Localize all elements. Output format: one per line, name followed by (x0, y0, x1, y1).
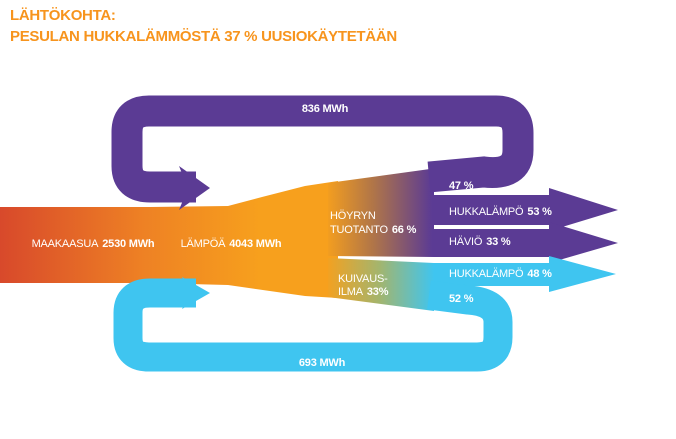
drying-loop-arrowhead-icon (182, 277, 210, 309)
drying-branch-label-line1: KUIVAUS- (338, 273, 388, 285)
steam-waste-label: HUKKALÄMPÖ 53 % (449, 206, 552, 218)
steam-loop-pct-label: 47 % (449, 180, 474, 192)
drying-waste-label: HUKKALÄMPÖ 48 % (449, 268, 552, 280)
main-heat-band (0, 181, 338, 298)
steam-branch-band (328, 169, 434, 257)
page-title-line1: LÄHTÖKOHTA: (10, 7, 116, 24)
steam-recycle-loop (111, 95, 534, 203)
input-label: MAAKAASUA 2530 MWh (32, 238, 155, 250)
heat-total-label: LÄMPÖÄ 4043 MWh (181, 238, 282, 250)
steam-branch-label-line2: TUOTANTO 66 % (330, 224, 417, 236)
page-title-line2: PESULAN HUKKALÄMMÖSTÄ 37 % UUSIOKÄYTETÄÄ… (10, 28, 397, 45)
drying-loop-pct-label: 52 % (449, 293, 474, 305)
drying-branch-band (328, 258, 434, 311)
steam-loop-arrowhead-icon (179, 166, 210, 210)
loss-label: HÄVIÖ 33 % (449, 236, 511, 248)
drying-recycle-loop (113, 278, 513, 372)
steam-branch-label-line1: HÖYRYN (330, 210, 376, 222)
steam-waste-arrow (434, 188, 618, 231)
loss-arrow (434, 222, 618, 263)
drying-waste-arrow (434, 256, 616, 292)
drying-branch-label-line2: ILMA 33% (338, 286, 389, 298)
drying-loop-value-label: 693 MWh (299, 357, 346, 369)
steam-loop-value-label: 836 MWh (302, 103, 349, 115)
